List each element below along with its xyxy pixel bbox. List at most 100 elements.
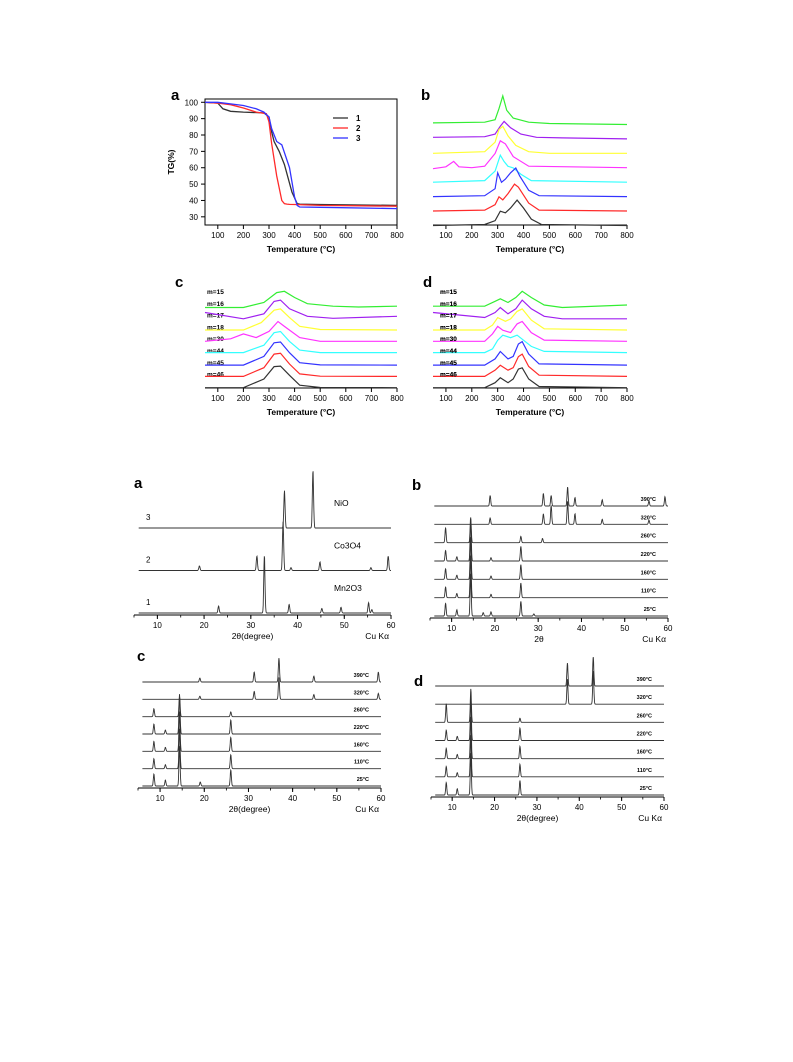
x-tick-label: 600: [569, 231, 583, 240]
series-line: [434, 555, 668, 599]
x-tick-label: 40: [288, 794, 297, 803]
series-line: [432, 299, 627, 320]
series-label: m=15: [440, 289, 457, 296]
y-tick-label: 40: [189, 196, 198, 205]
series-line: [435, 716, 664, 760]
x-tick-label: 60: [660, 803, 669, 812]
panel-label: a: [134, 475, 143, 492]
x-tick-label: 50: [332, 794, 341, 803]
series-line: [142, 696, 381, 718]
x-tick-label: 200: [465, 394, 479, 403]
series-line: [142, 728, 381, 770]
series-label: m=44: [440, 348, 457, 355]
x-tick-label: 100: [211, 231, 225, 240]
x-tick-label: 20: [490, 803, 499, 812]
chart-panel: d 100 200 300 400 500 600 700 800 Temperature (°C…: [423, 274, 634, 417]
x-tick-label: 800: [390, 394, 404, 403]
x-tick-label: 10: [156, 794, 165, 803]
series-label: m=45: [440, 360, 457, 367]
series-line: [205, 308, 398, 331]
x-tick-label: 20: [200, 621, 209, 630]
series-line: [433, 353, 628, 377]
x-tick-label: 50: [340, 621, 349, 630]
y-tick-label: 80: [189, 131, 198, 140]
x-tick-label: 30: [532, 803, 541, 812]
panel-label: d: [423, 274, 432, 291]
x-tick-label: 600: [339, 394, 353, 403]
series-line: [433, 334, 628, 354]
series-line: [205, 101, 398, 210]
series-label: m=18: [440, 324, 457, 331]
x-tick-label: 700: [365, 231, 379, 240]
x-tick-label: 500: [543, 394, 557, 403]
x-tick-label: 10: [153, 621, 162, 630]
x-tick-label: 400: [288, 231, 302, 240]
series-line: [205, 352, 398, 377]
chart-panel: b 10 20 30 40 50 60 2θ Cu Kα 390°C 320°C 260°C 220°C…: [412, 477, 673, 644]
y-tick-label: 70: [189, 147, 198, 156]
x-tick-label: 60: [387, 621, 396, 630]
series-label: 320°C: [637, 695, 652, 701]
series-line: [432, 183, 628, 212]
series-label: 220°C: [641, 552, 656, 558]
series-line: [432, 199, 628, 227]
series-line: [435, 688, 664, 723]
x-tick-label: 400: [517, 394, 531, 403]
series-label: 390°C: [637, 677, 652, 683]
series-line: [433, 290, 628, 309]
x-tick-label: 30: [244, 794, 253, 803]
series-label: 390°C: [641, 497, 656, 503]
x-axis-label: 2θ(degree): [517, 813, 559, 823]
corner-label: Cu Kα: [355, 804, 379, 814]
series-line: [432, 125, 627, 154]
chart-panel: a 30 40 50 60 70 80 90 100 100 200 300 400 500 600 700 8…: [166, 87, 404, 254]
x-tick-label: 800: [390, 231, 404, 240]
plot-frame: [204, 98, 398, 226]
chart-panel: b 100 200 300 400 500 600 700 800 Temperature (°C…: [207, 87, 634, 379]
legend-label: 1: [356, 114, 361, 123]
series-label: m=30: [440, 336, 457, 343]
x-tick-label: 10: [447, 624, 456, 633]
series-line: [434, 573, 668, 617]
series-line: [142, 694, 381, 735]
series-line: [205, 330, 397, 354]
y-tick-label: 100: [185, 98, 199, 107]
x-tick-label: 300: [491, 394, 505, 403]
x-tick-label: 300: [491, 231, 505, 240]
series-label: 2: [146, 556, 151, 565]
x-tick-label: 100: [439, 231, 453, 240]
corner-label: Cu Kα: [365, 631, 389, 641]
series-line: [205, 341, 398, 366]
x-tick-label: 200: [237, 231, 251, 240]
x-tick-label: 600: [569, 394, 583, 403]
series-label: 160°C: [641, 570, 656, 576]
chart-panel: c 100 200 300 400 500 600 700 800 Temperature (°C…: [175, 274, 457, 417]
x-tick-label: 400: [517, 231, 531, 240]
series-line: [142, 658, 381, 683]
x-tick-label: 50: [620, 624, 629, 633]
series-line: [205, 365, 398, 389]
x-tick-label: 500: [543, 231, 557, 240]
legend-label: 3: [356, 134, 361, 143]
corner-label: Cu Kα: [642, 634, 666, 644]
chart-panel: a 10 20 30 40 50 60 2θ(degree) Cu Kα 3 NiO 2 Co3O4 1 M…: [133, 471, 396, 641]
series-line: [142, 711, 381, 752]
x-tick-label: 800: [620, 394, 634, 403]
series-line: [204, 101, 398, 207]
x-tick-label: 40: [577, 624, 586, 633]
y-axis-label: TG(%): [166, 149, 176, 174]
panel-label: d: [414, 673, 423, 690]
series-label: m=46: [440, 372, 457, 379]
series-label: m=30: [440, 336, 457, 343]
series-line: [434, 537, 668, 580]
panel-label: c: [137, 648, 145, 665]
y-tick-label: 50: [189, 180, 198, 189]
series-label: m=46: [207, 372, 224, 379]
series-line: [435, 657, 664, 687]
series-line: [142, 746, 381, 787]
series-label: 3: [146, 513, 151, 522]
panel-label: c: [175, 274, 183, 291]
x-tick-label: 400: [288, 394, 302, 403]
x-tick-label: 10: [448, 803, 457, 812]
